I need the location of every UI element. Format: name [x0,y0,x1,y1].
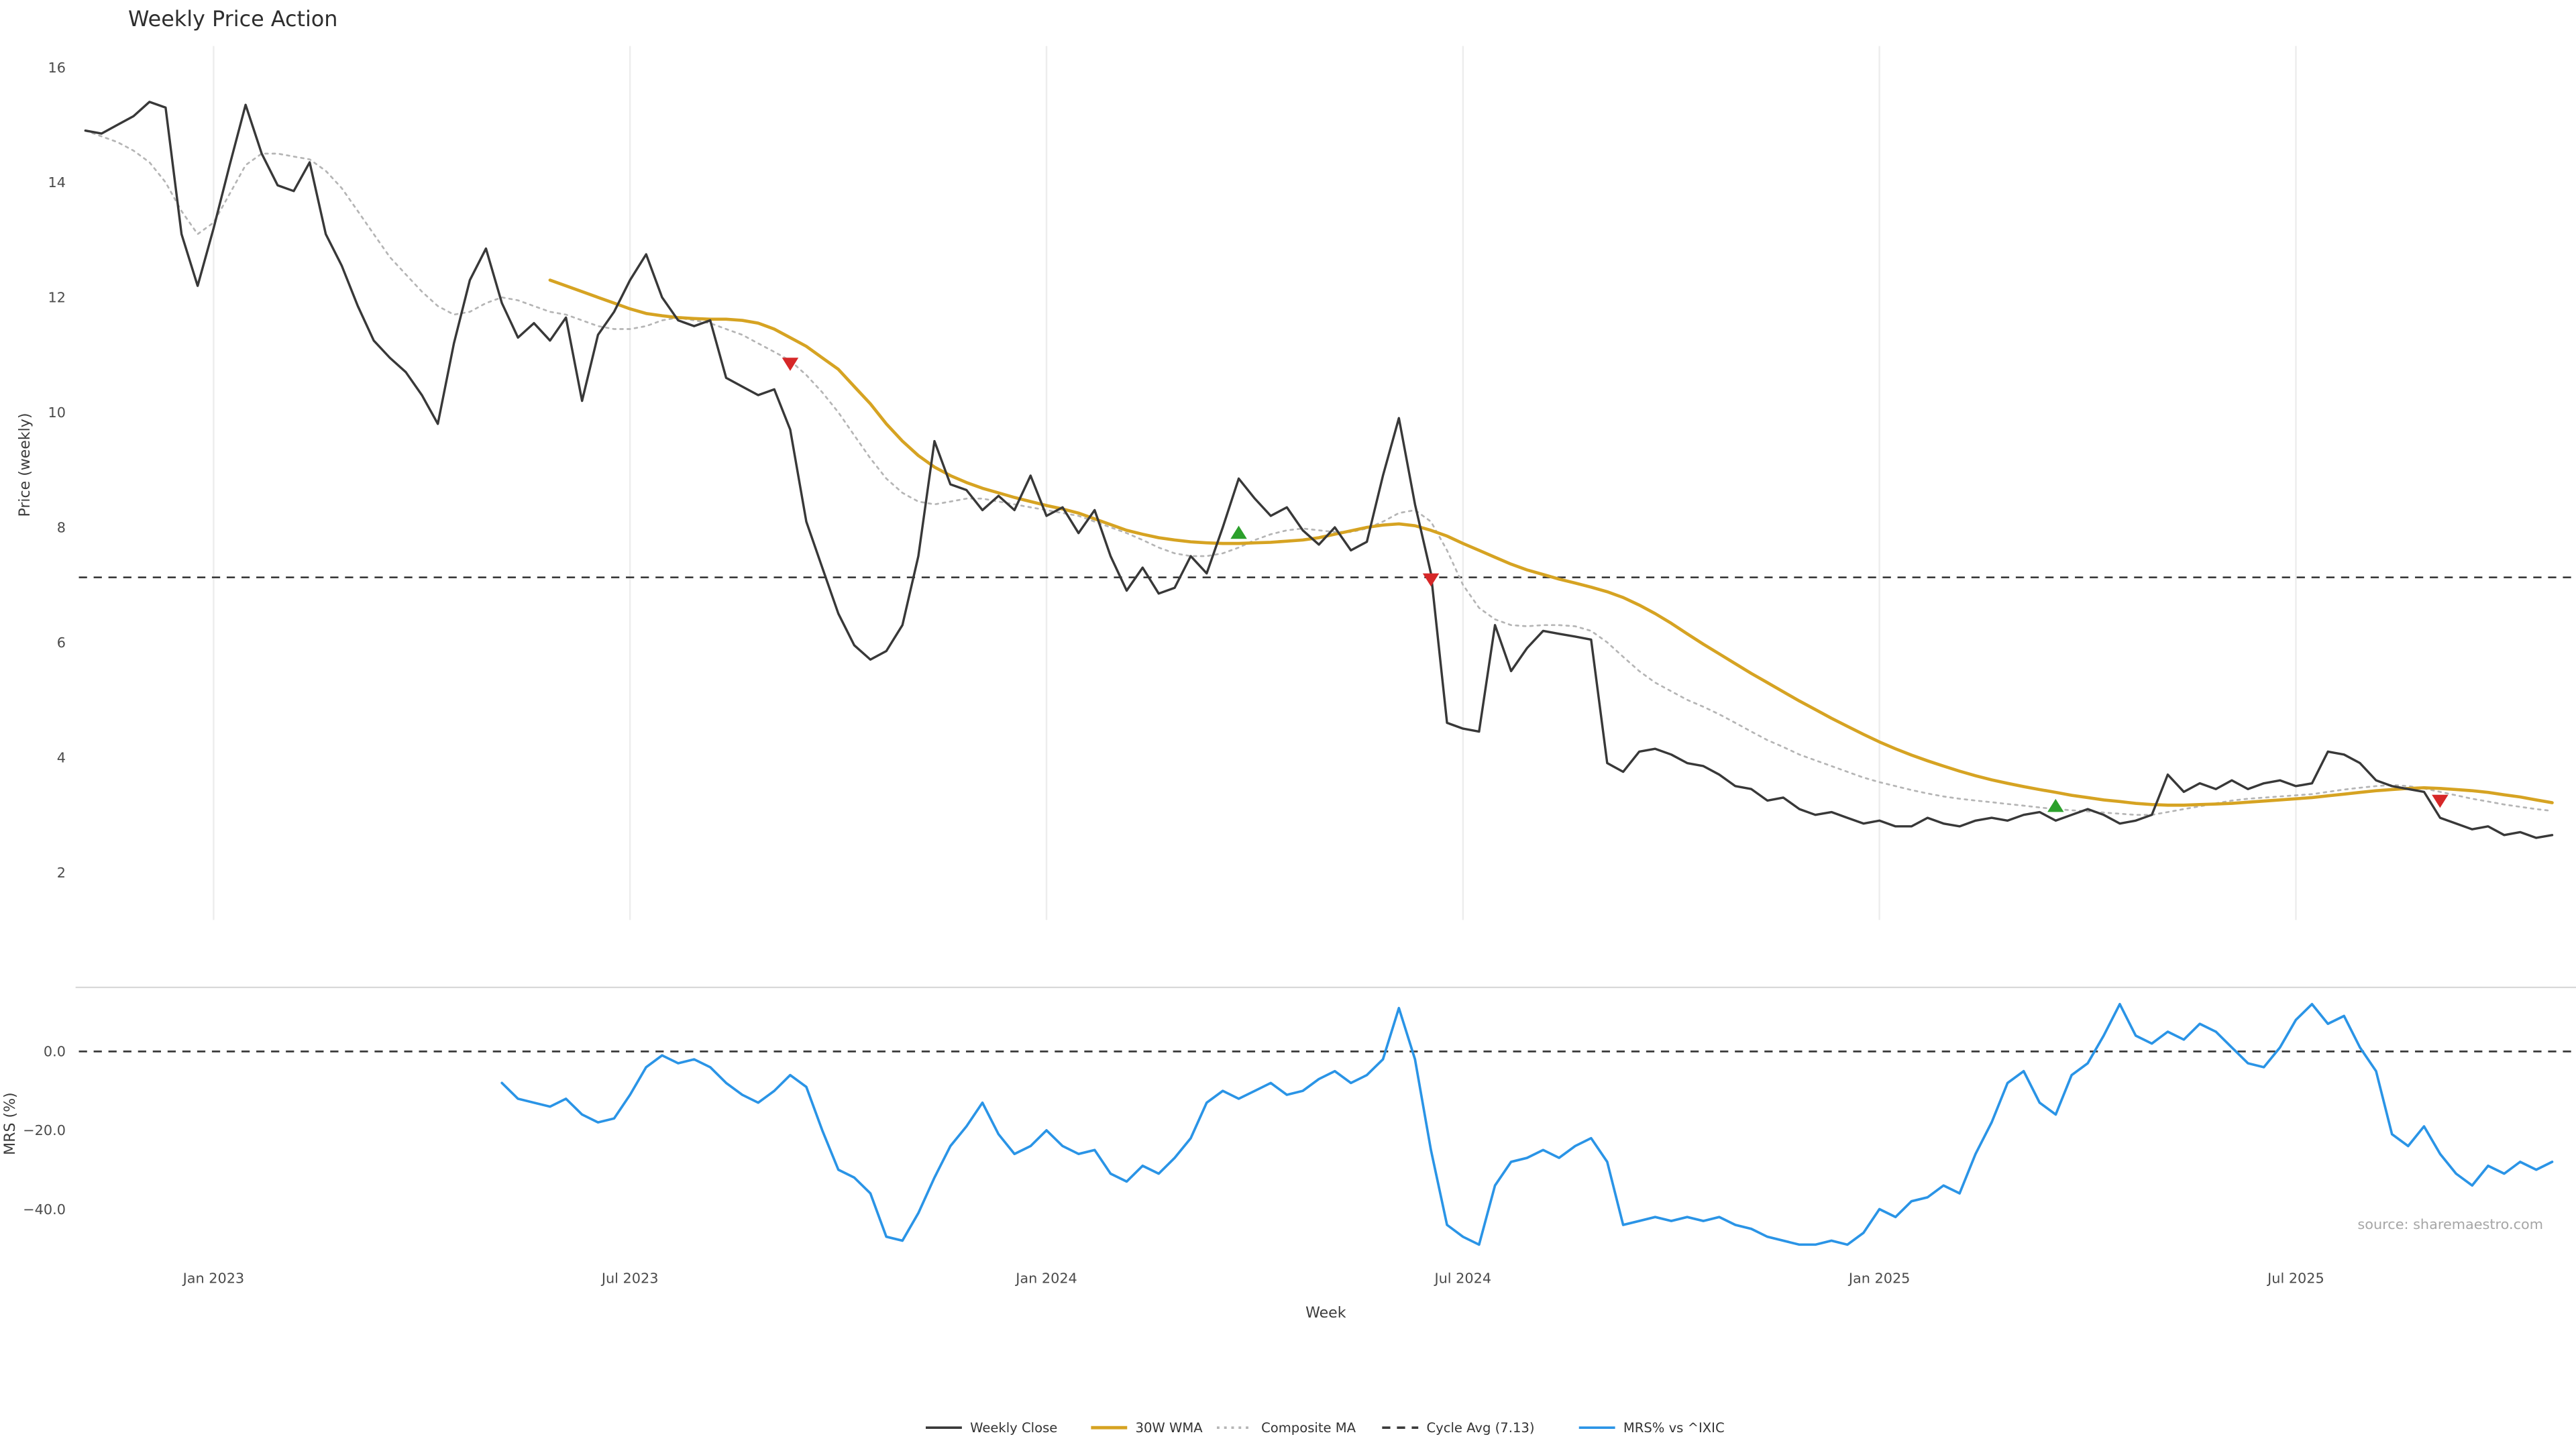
gridlines [75,46,2576,988]
buy-signal-icon [2047,798,2064,812]
legend-label: MRS% vs ^IXIC [1623,1420,1725,1436]
price-y-tick-label: 4 [57,749,66,765]
series-weekly-close [84,101,2554,839]
x-tick-label: Jan 2024 [1014,1271,1077,1287]
legend-item-mrs-vs-ixic: MRS% vs ^IXIC [1578,1420,1725,1436]
x-tick-label: Jul 2024 [1433,1271,1491,1287]
legend-label: Cycle Avg (7.13) [1426,1420,1534,1436]
chart-series [78,101,2576,1246]
price-y-tick-label: 16 [48,60,65,76]
legend-item-30w-wma: 30W WMA [1091,1420,1203,1436]
source-watermark: source: sharemaestro.com [2357,1216,2543,1232]
sell-signal-icon [2432,794,2449,808]
sell-signal-icon [1422,573,1440,587]
x-tick-label: Jul 2025 [2266,1271,2324,1287]
mrs-y-tick-label: −40.0 [23,1201,66,1218]
chart-legend: Weekly Close 30W WMA Composite MA Cycle Avg… [926,1420,1725,1436]
price-y-tick-label: 12 [48,290,65,306]
price-y-tick-label: 10 [48,405,65,421]
x-tick-label: Jan 2025 [1847,1271,1911,1287]
buy-signal-icon [1230,525,1247,539]
sell-signal-icon [782,358,799,371]
price-y-tick-label: 6 [57,635,66,651]
series-mrs-vs-ixic [500,1002,2554,1246]
legend-item-composite-ma: Composite MA [1216,1420,1356,1436]
mrs-y-axis-label: MRS (%) [2,1092,19,1155]
x-tick-label: Jan 2023 [182,1271,245,1287]
legend-item-cycle-avg-7-13-: Cycle Avg (7.13) [1382,1420,1535,1436]
chart-title: Weekly Price Action [128,6,337,32]
legend-label: Weekly Close [970,1420,1057,1436]
axis-ticks: Jan 2023 Jul 2023 Jan 2024 Jul 2024 Jan 2025… [23,60,2324,1287]
series-composite-ma [85,129,2553,816]
legend-item-weekly-close: Weekly Close [926,1420,1057,1436]
x-tick-label: Jul 2023 [600,1271,659,1287]
price-y-tick-label: 14 [48,174,65,191]
series-30w-wma [548,278,2554,807]
price-y-tick-label: 8 [57,519,66,535]
mrs-y-tick-label: −20.0 [23,1122,66,1138]
legend-label: 30W WMA [1135,1420,1203,1436]
mrs-y-tick-label: 0.0 [44,1044,66,1060]
price-y-axis-label: Price (weekly) [17,413,34,517]
price-y-tick-label: 2 [57,865,66,881]
x-axis-label: Week [1305,1305,1346,1322]
legend-label: Composite MA [1261,1420,1356,1436]
